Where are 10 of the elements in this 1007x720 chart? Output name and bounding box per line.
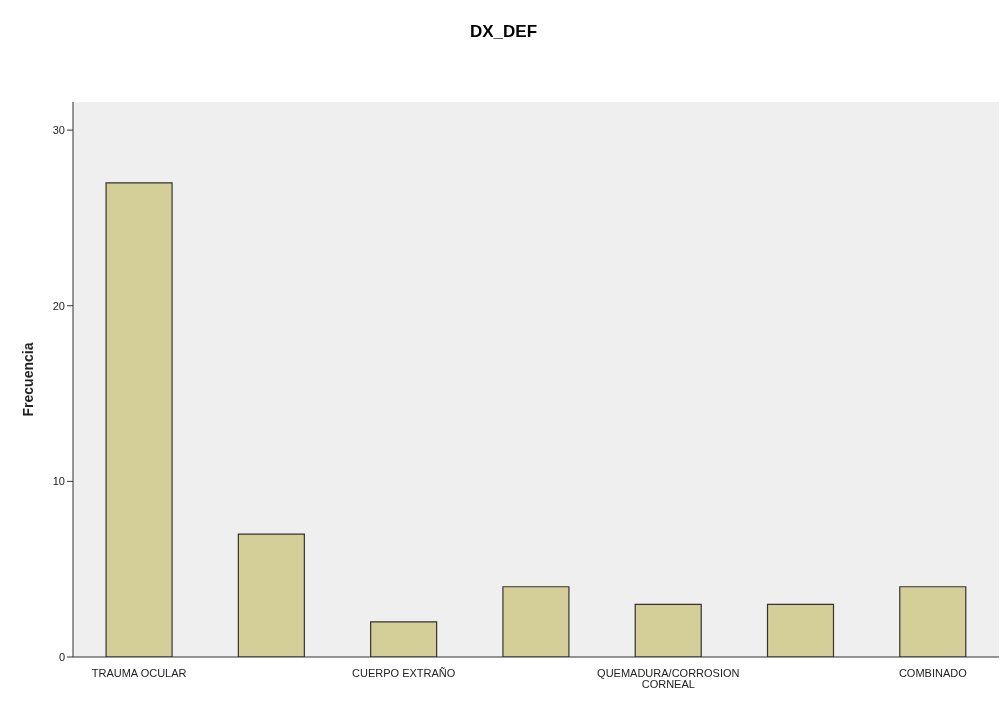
chart-title: DX_DEF: [468, 21, 539, 43]
x-tick-label: COMBINADO: [898, 667, 968, 679]
y-axis-title: Frecuencia: [19, 342, 36, 417]
y-tick-label: 10: [52, 475, 65, 488]
y-tick-label: 30: [52, 124, 65, 137]
x-tick-label: TRAUMA OCULAR: [91, 667, 187, 679]
x-tick-label: QUEMADURA/CORROSION CORNEAL: [597, 667, 740, 690]
y-tick-label: 0: [58, 650, 65, 663]
x-tick-label: CUERPO EXTRAÑO: [352, 667, 456, 679]
y-tick-label: 20: [52, 299, 65, 312]
